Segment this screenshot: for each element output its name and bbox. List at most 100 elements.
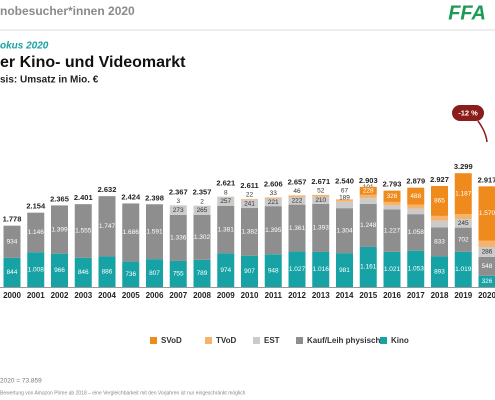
footnote: Bewertung von Amazon Prime ab 2018 – ein…	[0, 390, 246, 396]
data-label: 1.393	[313, 225, 330, 232]
data-label: 1.686	[123, 229, 140, 236]
bar-segment	[122, 203, 140, 262]
data-label: 907	[244, 268, 255, 275]
total-label: 2.154	[26, 202, 46, 211]
total-label: 2.365	[50, 194, 69, 203]
bar-segment	[74, 257, 92, 287]
data-label: 981	[339, 267, 350, 274]
bar-segment	[383, 205, 401, 210]
total-label: 2.657	[288, 177, 307, 186]
bar-segment	[288, 204, 306, 252]
data-label: 833	[434, 239, 445, 246]
data-label: 1.058	[408, 229, 425, 236]
total-label: 2.357	[193, 188, 212, 197]
legend-swatch	[150, 337, 157, 344]
data-label: 948	[268, 267, 279, 274]
data-label: 1.336	[170, 235, 187, 242]
legend-label: Kauf/Leih physisch	[307, 336, 380, 345]
total-label: 2.793	[383, 180, 402, 189]
x-tick-label: 2019	[454, 291, 472, 300]
total-label: 2.917	[478, 175, 495, 184]
chart-title: er Kino- und Videomarkt	[0, 54, 186, 71]
data-label: 228	[363, 187, 374, 194]
x-tick-label: 2012	[288, 291, 306, 300]
bar-segment	[146, 259, 163, 287]
bar-segment	[383, 251, 401, 287]
bar-segment	[264, 206, 282, 255]
data-label: 245	[458, 220, 469, 227]
x-tick-label: 2015	[359, 291, 377, 300]
bar-segment	[74, 204, 92, 258]
data-label: 1.591	[146, 228, 163, 235]
data-label: 1.016	[313, 266, 330, 273]
x-tick-label: 2020	[478, 291, 495, 300]
x-tick-label: 2000	[3, 291, 21, 300]
data-label: 1.021	[384, 266, 401, 273]
data-label: 1.361	[289, 225, 306, 232]
footnote: 2020 = 73.859	[0, 378, 42, 385]
data-label: 2	[200, 198, 204, 205]
bar-segment	[169, 205, 187, 215]
data-label: 886	[102, 268, 113, 275]
data-label: 736	[125, 271, 136, 278]
legend-label: Kino	[391, 336, 409, 345]
logo: FFA	[448, 2, 486, 24]
x-tick-label: 2001	[27, 291, 45, 300]
total-label: 2.632	[98, 185, 117, 194]
data-label: 974	[220, 267, 231, 274]
bar-segment	[27, 252, 45, 287]
total-label: 2.927	[430, 175, 449, 184]
data-label: 1.302	[194, 234, 211, 241]
data-label: 326	[482, 278, 493, 285]
bar-segment	[312, 251, 330, 287]
data-label: 22	[246, 192, 254, 199]
bar-segment	[407, 204, 425, 209]
bar-segment	[193, 259, 211, 287]
bar-segment	[359, 186, 377, 195]
data-label: 1.187	[455, 190, 472, 197]
data-label: 1.747	[99, 223, 116, 230]
annotation-bubble	[452, 105, 484, 121]
bar-segment	[51, 205, 68, 254]
bar-segment	[454, 173, 472, 215]
data-label: 189	[339, 194, 350, 201]
total-label: 2.398	[145, 193, 164, 202]
bar-segment	[312, 194, 330, 197]
bar-segment	[193, 214, 211, 260]
x-tick-label: 2007	[169, 291, 187, 300]
data-label: 1.399	[51, 226, 68, 233]
bar-segment	[383, 201, 401, 206]
data-label: 1.053	[408, 266, 425, 273]
data-label: 286	[482, 249, 493, 256]
data-label: 807	[149, 270, 160, 277]
data-label: 755	[173, 271, 184, 278]
x-tick-label: 2014	[336, 291, 354, 300]
bar-segment	[407, 208, 425, 215]
total-label: 2.367	[169, 187, 188, 196]
bar-segment	[431, 256, 448, 287]
data-label: 241	[244, 201, 255, 208]
annotation: -12 %	[458, 108, 478, 117]
data-label: 221	[268, 199, 279, 206]
bar-segment	[288, 196, 306, 205]
bar-segment	[359, 203, 377, 247]
data-label: 846	[78, 269, 89, 276]
bar-segment	[122, 261, 140, 287]
annotation-group: -12 %	[452, 105, 488, 143]
total-label: 2.621	[216, 179, 235, 188]
header-title: nobesucher*innen 2020	[0, 4, 135, 18]
data-label: 52	[317, 188, 325, 195]
data-label: 934	[7, 238, 18, 245]
bar-segment	[98, 196, 116, 257]
x-tick-label: 2017	[407, 291, 425, 300]
bar-segment	[146, 204, 163, 260]
bar-segment	[3, 225, 21, 258]
legend-swatch	[380, 337, 387, 344]
bar-segment	[264, 197, 282, 199]
bar-segment	[336, 201, 353, 209]
bar-segment	[478, 256, 495, 276]
bar-segment	[51, 253, 68, 287]
total-label: 2.611	[240, 181, 258, 190]
bar-segment	[454, 219, 472, 228]
